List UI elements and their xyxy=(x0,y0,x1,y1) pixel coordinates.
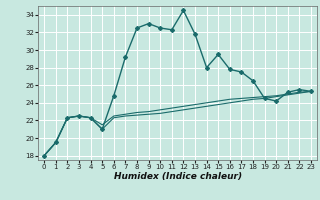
X-axis label: Humidex (Indice chaleur): Humidex (Indice chaleur) xyxy=(114,172,242,181)
